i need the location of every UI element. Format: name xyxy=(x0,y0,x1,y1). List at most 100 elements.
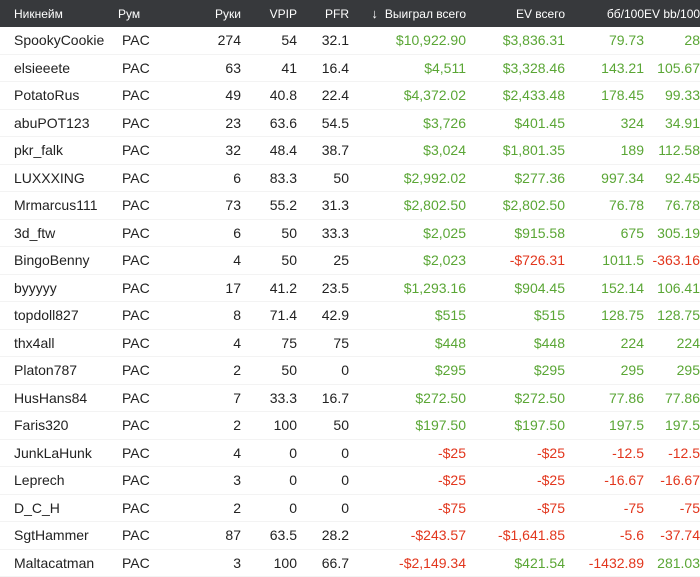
cell-pfr: 66.7 xyxy=(321,554,349,571)
cell-won-total: $1,293.16 xyxy=(403,279,466,296)
cell-bb100: -16.67 xyxy=(604,472,644,489)
column-header-ev-total[interactable]: EV всего xyxy=(515,6,565,21)
cell-room: PAC xyxy=(122,224,150,241)
cell-vpip: 71.4 xyxy=(269,307,297,324)
table-row[interactable]: LUXXXING PAC 6 83.3 50 $2,992.02 $277.36 997.34… xyxy=(0,165,700,192)
cell-vpip: 55.2 xyxy=(269,197,297,214)
cell-bb100: 1011.5 xyxy=(602,252,644,269)
column-header-nickname[interactable]: Никнейм xyxy=(14,6,63,21)
cell-ev-total: -$726.31 xyxy=(509,252,565,269)
cell-hands: 2 xyxy=(233,499,241,516)
cell-ev-total: -$25 xyxy=(536,444,565,461)
cell-room: PAC xyxy=(122,87,150,104)
column-header-room[interactable]: Рум xyxy=(118,6,141,21)
cell-vpip: 100 xyxy=(273,417,297,434)
cell-won-total: $3,024 xyxy=(423,142,466,159)
cell-nickname: Faris320 xyxy=(14,417,69,434)
table-row[interactable]: abuPOT123 PAC 23 63.6 54.5 $3,726 $401.45 324 34… xyxy=(0,110,700,137)
cell-vpip: 50 xyxy=(281,224,297,241)
cell-nickname: Maltacatman xyxy=(14,554,95,571)
table-row[interactable]: Leprech PAC 3 0 0 -$25 -$25 -16.67 -16.67 xyxy=(0,467,700,495)
table-row[interactable]: Mrmarcus111 PAC 73 55.2 31.3 $2,802.50 $2,802.… xyxy=(0,192,700,220)
cell-ev-bb100: 305.19 xyxy=(657,224,700,241)
column-header-won-total[interactable]: ↓ Выиграл всего xyxy=(349,6,466,21)
cell-ev-bb100: 106.41 xyxy=(657,279,700,296)
cell-pfr: 28.2 xyxy=(321,527,349,544)
cell-bb100: -75 xyxy=(623,499,644,516)
cell-bb100: 79.73 xyxy=(608,32,644,49)
cell-vpip: 50 xyxy=(281,362,297,379)
column-header-bb100[interactable]: бб/100 xyxy=(606,6,644,21)
cell-vpip: 63.6 xyxy=(269,114,297,131)
cell-bb100: 197.5 xyxy=(608,417,644,434)
cell-ev-bb100: 224 xyxy=(676,334,700,351)
cell-room: PAC xyxy=(122,389,150,406)
cell-won-total: $2,992.02 xyxy=(403,169,466,186)
cell-ev-bb100: 28 xyxy=(684,32,700,49)
cell-pfr: 75 xyxy=(333,334,349,351)
table-row[interactable]: topdoll827 PAC 8 71.4 42.9 $515 $515 128.75 128.… xyxy=(0,302,700,330)
cell-room: PAC xyxy=(122,114,150,131)
table-row[interactable]: Platon787 PAC 2 50 0 $295 $295 295 295 xyxy=(0,357,700,385)
table-row[interactable]: 3d_ftw PAC 6 50 33.3 $2,025 $915.58 675 305.19 xyxy=(0,220,700,247)
table-row[interactable]: SgtHammer PAC 87 63.5 28.2 -$243.57 -$1,641.85… xyxy=(0,522,700,550)
cell-room: PAC xyxy=(122,362,150,379)
cell-nickname: D_C_H xyxy=(14,499,60,516)
cell-nickname: JunkLaHunk xyxy=(14,444,92,461)
column-header-pfr[interactable]: PFR xyxy=(325,6,349,21)
cell-room: PAC xyxy=(122,554,150,571)
cell-bb100: -1432.89 xyxy=(588,554,644,571)
table-row[interactable]: HusHans84 PAC 7 33.3 16.7 $272.50 $272.50 77.86… xyxy=(0,385,700,412)
table-row[interactable]: Maltacatman PAC 3 100 66.7 -$2,149.34 $421.54 -… xyxy=(0,550,700,577)
cell-pfr: 42.9 xyxy=(321,307,349,324)
cell-vpip: 0 xyxy=(289,472,297,489)
cell-ev-bb100: 112.58 xyxy=(658,142,700,159)
table-row[interactable]: elsieeete PAC 63 41 16.4 $4,511 $3,328.46 143.2… xyxy=(0,55,700,82)
cell-pfr: 33.3 xyxy=(321,224,349,241)
cell-vpip: 50 xyxy=(281,252,297,269)
cell-ev-bb100: 99.33 xyxy=(664,87,700,104)
table-row[interactable]: D_C_H PAC 2 0 0 -$75 -$75 -75 -75 xyxy=(0,495,700,522)
cell-won-total: -$75 xyxy=(437,499,466,516)
column-header-vpip[interactable]: VPIP xyxy=(269,6,297,21)
cell-ev-total: $448 xyxy=(533,334,565,351)
table-row[interactable]: pkr_falk PAC 32 48.4 38.7 $3,024 $1,801.35 189 1… xyxy=(0,137,700,165)
cell-ev-total: $3,328.46 xyxy=(502,59,565,76)
column-header-hands[interactable]: Руки xyxy=(215,6,241,21)
table-row[interactable]: thx4all PAC 4 75 75 $448 $448 224 224 xyxy=(0,330,700,357)
cell-hands: 4 xyxy=(233,444,241,461)
cell-bb100: -12.5 xyxy=(612,444,644,461)
table-row[interactable]: SpookyCookie PAC 274 54 32.1 $10,922.90 $3,836… xyxy=(0,27,700,55)
table-row[interactable]: BingoBenny PAC 4 50 25 $2,023 -$726.31 1011.5 -3… xyxy=(0,247,700,275)
table-row[interactable]: Faris320 PAC 2 100 50 $197.50 $197.50 197.5 197.… xyxy=(0,412,700,440)
cell-bb100: 143.21 xyxy=(601,59,644,76)
cell-ev-total: $915.58 xyxy=(514,224,565,241)
cell-pfr: 16.4 xyxy=(321,59,349,76)
cell-pfr: 31.3 xyxy=(321,197,349,214)
cell-won-total: -$25 xyxy=(437,472,466,489)
cell-room: PAC xyxy=(122,334,150,351)
cell-won-total: $272.50 xyxy=(415,389,466,406)
cell-pfr: 22.4 xyxy=(321,87,349,104)
cell-hands: 23 xyxy=(225,114,241,131)
cell-ev-total: $421.54 xyxy=(514,554,565,571)
cell-ev-bb100: -37.74 xyxy=(660,527,700,544)
cell-pfr: 0 xyxy=(341,362,349,379)
cell-ev-total: $2,802.50 xyxy=(502,197,565,214)
cell-ev-bb100: 34.91 xyxy=(664,114,700,131)
cell-pfr: 38.7 xyxy=(321,142,349,159)
cell-room: PAC xyxy=(122,444,150,461)
cell-bb100: 997.34 xyxy=(601,169,644,186)
table-row[interactable]: PotatoRus PAC 49 40.8 22.4 $4,372.02 $2,433.48… xyxy=(0,82,700,110)
cell-hands: 73 xyxy=(225,197,241,214)
arrow-down-icon: ↓ xyxy=(371,6,378,21)
cell-ev-bb100: 105.67 xyxy=(657,59,700,76)
column-header-ev-bb100[interactable]: EV bb/100 xyxy=(644,6,700,21)
cell-hands: 2 xyxy=(233,362,241,379)
cell-hands: 17 xyxy=(225,279,241,296)
table-row[interactable]: byyyyy PAC 17 41.2 23.5 $1,293.16 $904.45 152.1… xyxy=(0,275,700,302)
cell-hands: 49 xyxy=(225,87,241,104)
table-row[interactable]: JunkLaHunk PAC 4 0 0 -$25 -$25 -12.5 -12.5 xyxy=(0,440,700,467)
cell-hands: 8 xyxy=(233,307,241,324)
